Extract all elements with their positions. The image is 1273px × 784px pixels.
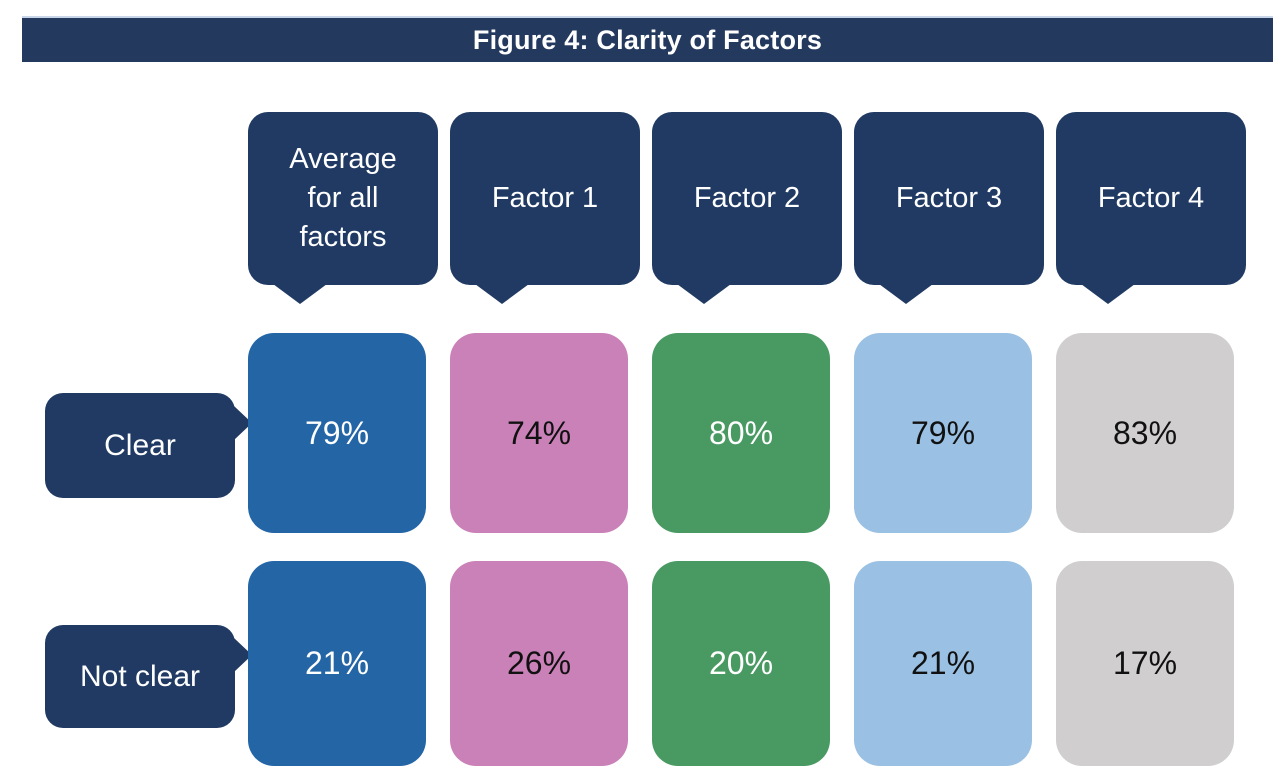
row-label-not-clear: Not clear xyxy=(45,625,252,728)
figure-title-bar: Figure 4: Clarity of Factors xyxy=(22,16,1273,62)
cell-clear-average: 79% xyxy=(248,333,426,533)
column-header-factor-2: Factor 2 xyxy=(652,112,842,304)
column-header-label: Factor 1 xyxy=(491,181,599,214)
bubble-tail-right xyxy=(234,406,252,440)
cell-value: 17% xyxy=(1112,645,1178,681)
row-label-text: Clear xyxy=(104,428,176,462)
column-header-label: Factor 4 xyxy=(1097,181,1205,214)
row-label-text: Not clear xyxy=(79,659,201,693)
cell-value: 26% xyxy=(506,645,572,681)
row-label-clear: Clear xyxy=(45,393,252,498)
cell-not-clear-factor-2: 20% xyxy=(652,561,830,766)
cell-not-clear-factor-4: 17% xyxy=(1056,561,1234,766)
bubble-tail-down xyxy=(1081,284,1135,304)
cell-value: 83% xyxy=(1112,414,1178,451)
column-header-factor-3: Factor 3 xyxy=(854,112,1044,304)
cell-clear-factor-2: 80% xyxy=(652,333,830,533)
cell-clear-factor-3: 79% xyxy=(854,333,1032,533)
cell-value: 20% xyxy=(708,645,774,681)
cell-value: 21% xyxy=(910,645,976,681)
cell-value: 79% xyxy=(304,414,370,451)
cell-value: 74% xyxy=(506,414,572,451)
bubble-tail-down xyxy=(677,284,731,304)
bubble-tail-down xyxy=(879,284,933,304)
column-header-average: Average for all factors xyxy=(248,112,438,304)
column-header-factor-4: Factor 4 xyxy=(1056,112,1246,304)
cell-value: 80% xyxy=(708,414,774,451)
figure-title: Figure 4: Clarity of Factors xyxy=(472,24,823,55)
cell-not-clear-factor-3: 21% xyxy=(854,561,1032,766)
column-header-label: Factor 3 xyxy=(895,181,1003,214)
column-header-label: Average for all factors xyxy=(289,142,397,254)
bubble-tail-down xyxy=(273,284,327,304)
cell-value: 21% xyxy=(304,645,370,681)
cell-not-clear-factor-1: 26% xyxy=(450,561,628,766)
column-header-factor-1: Factor 1 xyxy=(450,112,640,304)
cell-clear-factor-1: 74% xyxy=(450,333,628,533)
cell-clear-factor-4: 83% xyxy=(1056,333,1234,533)
column-header-label: Factor 2 xyxy=(693,181,801,214)
bubble-tail-right xyxy=(234,638,252,672)
cell-value: 79% xyxy=(910,414,976,451)
bubble-tail-down xyxy=(475,284,529,304)
cell-not-clear-average: 21% xyxy=(248,561,426,766)
